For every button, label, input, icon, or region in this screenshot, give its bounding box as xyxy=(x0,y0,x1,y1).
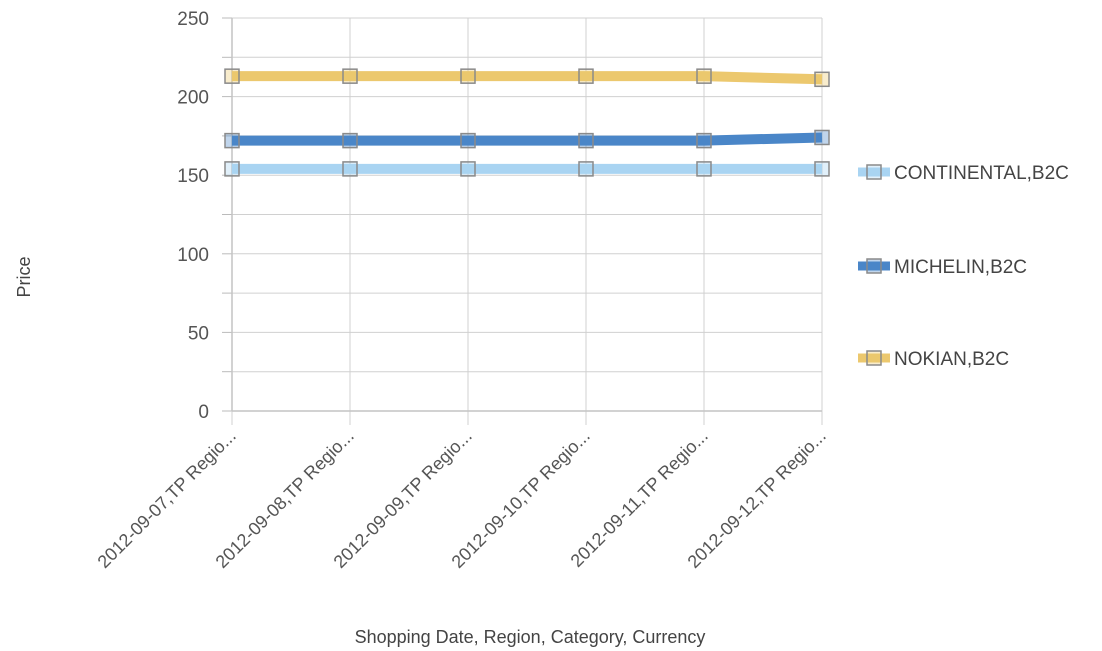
series xyxy=(224,129,830,149)
legend-item: MICHELIN,B2C xyxy=(858,257,1027,278)
x-tick-label: 2012-09-12,TP Regio... xyxy=(684,426,830,572)
x-tick-label: 2012-09-08,TP Regio... xyxy=(212,426,358,572)
data-point xyxy=(342,132,358,149)
data-point xyxy=(460,68,476,84)
legend-swatch-marker xyxy=(866,350,882,366)
data-point xyxy=(578,68,594,84)
legend-item: NOKIAN,B2C xyxy=(858,349,1009,370)
y-tick-label: 250 xyxy=(177,9,209,30)
y-tick-label: 200 xyxy=(177,88,209,109)
x-tick-label: 2012-09-09,TP Regio... xyxy=(330,426,476,572)
y-axis-title: Price xyxy=(14,256,34,297)
y-tick-label: 100 xyxy=(177,245,209,266)
series-line xyxy=(232,132,823,146)
y-tick-label: 50 xyxy=(188,323,209,344)
data-point xyxy=(696,161,712,177)
y-tick-label: 150 xyxy=(177,166,209,187)
data-point xyxy=(696,132,712,149)
legend-swatch-marker xyxy=(866,164,882,180)
data-point xyxy=(224,161,240,177)
x-tick-label: 2012-09-11,TP Regio... xyxy=(567,426,712,571)
data-point xyxy=(814,129,830,146)
x-axis-title: Shopping Date, Region, Category, Currenc… xyxy=(355,627,706,647)
legend-label: MICHELIN,B2C xyxy=(894,257,1027,278)
y-tick-label: 0 xyxy=(198,402,209,423)
data-point xyxy=(460,132,476,149)
x-tick-label: 2012-09-07,TP Regio... xyxy=(94,426,240,572)
data-point xyxy=(342,68,358,84)
data-point xyxy=(460,161,476,177)
series xyxy=(224,161,830,177)
series-layer xyxy=(224,68,830,177)
data-point xyxy=(814,161,830,177)
series-line xyxy=(232,71,823,85)
grid xyxy=(222,17,823,425)
legend-item: CONTINENTAL,B2C xyxy=(858,163,1069,184)
data-point xyxy=(224,132,240,149)
data-point xyxy=(578,161,594,177)
legend-swatch-marker xyxy=(866,258,882,274)
data-point xyxy=(814,71,830,88)
data-point xyxy=(342,161,358,177)
data-point xyxy=(578,132,594,149)
legend-label: CONTINENTAL,B2C xyxy=(894,163,1069,184)
x-tick-label: 2012-09-10,TP Regio... xyxy=(448,426,594,572)
legend: CONTINENTAL,B2C MICHELIN,B2C NOKIAN,B2C xyxy=(858,163,1069,370)
data-point xyxy=(224,68,240,84)
data-point xyxy=(696,68,712,84)
series xyxy=(224,68,830,88)
legend-label: NOKIAN,B2C xyxy=(894,349,1009,370)
